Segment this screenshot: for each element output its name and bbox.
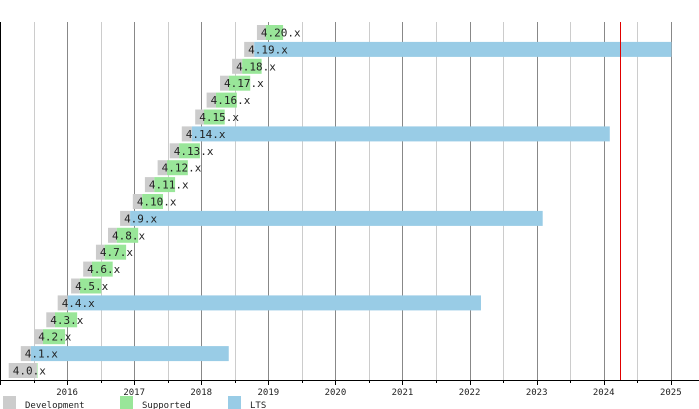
release-label: 4.12.x (162, 162, 202, 175)
release-label: 4.20.x (261, 27, 301, 40)
release-label: 4.7.x (100, 246, 133, 259)
development-bar (120, 210, 131, 226)
supported-bar (179, 143, 200, 159)
release-bars (8, 25, 672, 378)
x-tick-label: 2016 (56, 388, 78, 398)
development-bar (132, 194, 143, 209)
x-tick-label: 2020 (325, 388, 347, 398)
x-tick-label: 2019 (257, 388, 279, 398)
x-tick-label: 2017 (123, 388, 145, 398)
development-bar (71, 278, 80, 294)
release-label: 4.4.x (62, 297, 95, 310)
development-bar (206, 92, 217, 108)
supported-bar (91, 261, 113, 277)
legend-label-development: Development (25, 401, 85, 409)
legend-swatch-supported (120, 396, 133, 409)
x-tick-label: 2018 (190, 388, 212, 398)
development-bar (195, 109, 204, 125)
supported-bar (42, 329, 66, 345)
supported-bar (167, 160, 188, 176)
development-bar (95, 244, 105, 260)
development-bar (34, 329, 43, 345)
supported-bar (116, 227, 139, 243)
lts-bar (191, 126, 610, 142)
x-tick-label: 2021 (392, 388, 414, 398)
development-bar (46, 312, 56, 328)
supported-bar (216, 92, 237, 108)
release-label: 4.18.x (236, 60, 276, 73)
development-bar (8, 363, 37, 378)
supported-bar (228, 75, 251, 91)
lts-bar (67, 295, 481, 311)
development-bar (181, 126, 192, 142)
x-tick-label: 2025 (660, 388, 682, 398)
release-label: 4.17.x (224, 77, 264, 90)
development-bar (220, 75, 229, 91)
supported-bar (203, 109, 225, 125)
supported-bar (265, 25, 284, 40)
release-label: 4.8.x (112, 229, 145, 242)
supported-bar (55, 312, 78, 328)
supported-bar (79, 278, 102, 294)
supported-bar (104, 244, 127, 260)
release-label: 4.9.x (124, 212, 157, 225)
supported-bar (242, 58, 262, 74)
release-label: 4.5.x (75, 280, 108, 293)
release-label: 4.11.x (149, 179, 189, 192)
legend-label-lts: LTS (250, 401, 266, 409)
release-label: 4.6.x (87, 263, 120, 276)
release-label: 4.16.x (211, 94, 251, 107)
release-label: 4.10.x (137, 196, 177, 209)
development-bar (57, 295, 68, 311)
legend-swatch-lts (228, 396, 241, 409)
development-bar (256, 25, 266, 40)
release-labels: 4.0.x 4.1.x 4.2.x 4.3.x 4.4.x 4.5.x 4.6.x 4.7.x… (13, 27, 301, 378)
x-tick-label: 2022 (459, 388, 481, 398)
legend-label-supported: Supported (142, 401, 191, 409)
lts-bar (254, 41, 672, 57)
lts-bar (30, 346, 229, 362)
x-tick-label: 2024 (593, 388, 615, 398)
release-label: 4.3.x (50, 314, 83, 327)
release-label: 4.0.x (13, 365, 46, 378)
development-bar (20, 346, 31, 362)
development-bar (157, 160, 168, 176)
gridlines (0, 22, 672, 380)
development-bar (244, 41, 255, 57)
legend: Development Supported LTS (3, 396, 266, 409)
release-label: 4.13.x (174, 145, 214, 158)
development-bar (169, 143, 180, 159)
supported-bar (36, 363, 38, 378)
development-bar (232, 58, 243, 74)
development-bar (144, 177, 155, 193)
release-label: 4.19.x (248, 43, 288, 56)
supported-bar (154, 177, 176, 193)
development-bar (83, 261, 92, 277)
release-label: 4.1.x (25, 348, 58, 361)
x-axis-ticks: 2016 2017 2018 2019 2020 2021 2022 2023 2024 2025 (0, 380, 682, 398)
development-bar (108, 227, 117, 243)
release-label: 4.14.x (186, 128, 226, 141)
lts-bar (130, 210, 543, 226)
supported-bar (142, 194, 164, 209)
legend-swatch-development (3, 396, 16, 409)
release-label: 4.2.x (38, 331, 71, 344)
x-tick-label: 2023 (526, 388, 548, 398)
release-label: 4.15.x (199, 111, 239, 124)
